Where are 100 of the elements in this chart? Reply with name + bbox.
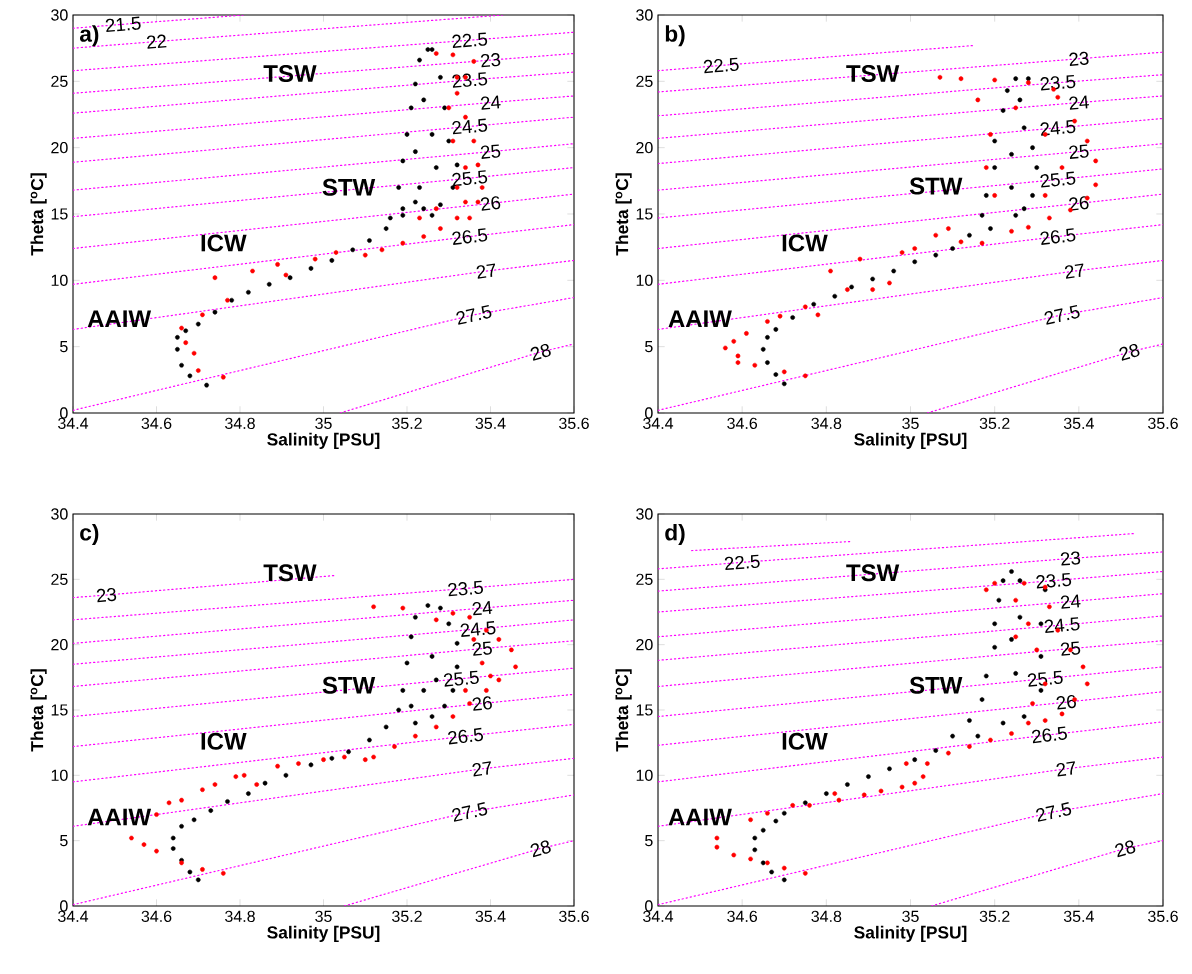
x-tick-label: 34.8 [811,417,842,430]
y-tick-label: 15 [51,208,68,220]
annotation: ICW [782,234,828,252]
y-tick-label: 0 [60,407,68,419]
x-tick-label: 35.4 [1063,910,1094,923]
y-tick-label: 15 [636,208,653,220]
x-tick-label: 34.4 [58,910,89,923]
y-tick-label: 10 [636,274,653,286]
text: 26 [472,696,492,711]
y-tick-label: 5 [60,341,68,353]
x-axis-title: Salinity [PSU] [854,432,967,449]
x-tick-label: 34.4 [643,910,674,923]
annotation: AAIW [668,808,732,826]
y-axis-title: Theta [$^{o}$C] [615,173,632,256]
text: 27.5 [1044,304,1080,325]
text: 24.5 [460,621,496,637]
text: 27 [1064,263,1084,279]
text: 25 [480,144,501,159]
text: 28 [530,343,551,361]
series-label: 22.5 [703,57,739,74]
y-tick-label: 10 [51,769,68,781]
series-label: 22.5 [724,554,760,571]
series-label: 23.5 [452,72,488,88]
series-label: 23 [96,587,117,603]
text: 26.5 [1031,726,1067,744]
text: 26 [480,196,501,211]
y-tick-label: 20 [51,639,68,651]
series-label: 21.5 [105,16,141,33]
annotation: STW [909,177,963,195]
text: 28 [530,840,551,858]
text: 28 [1115,840,1136,858]
text: 25 [1060,641,1081,656]
annotation: AAIW [87,808,152,826]
y-tick-label: 0 [645,407,653,419]
annotation: TSW [263,564,317,582]
y-tick-label: 0 [60,900,68,912]
annotation: STW [322,178,376,196]
x-tick-label: 35.4 [1063,417,1094,430]
series-label: 24 [472,601,493,616]
y-tick-label: 30 [636,9,653,21]
text: 27 [1056,761,1075,777]
x-tick-label: 35.6 [1148,417,1178,430]
x-tick-label: 35 [902,417,919,430]
text: 25 [472,641,492,656]
x-tick-label: 34.6 [141,910,172,923]
series-label: 22 [146,34,167,49]
text: 27.5 [456,304,492,325]
chart-title: b) [665,25,685,47]
text: 28 [1119,343,1140,361]
x-tick-label: 35.6 [1148,910,1178,923]
y-tick-label: 15 [51,704,68,716]
series-label: 24 [1060,594,1081,609]
y-tick-label: 0 [645,900,653,912]
y-tick-label: 20 [636,639,653,651]
chart-title: c) [80,523,99,546]
y-tick-label: 25 [636,75,653,87]
y-tick-label: 10 [636,769,653,781]
annotation: AAIW [87,310,152,327]
x-tick-label: 34.4 [643,417,674,430]
series-label: 23.5 [1040,74,1076,91]
text: 26.5 [452,228,488,245]
x-tick-label: 34.6 [727,910,758,923]
annotation: STW [322,676,376,694]
series-label: 24 [1069,95,1089,110]
y-tick-label: 5 [60,835,68,847]
y-tick-label: 30 [51,9,68,21]
text: 26.5 [448,727,484,745]
y-tick-label: 25 [636,573,653,585]
text: 26.5 [1040,228,1076,245]
x-tick-label: 34.8 [811,910,842,923]
series-label: 23.5 [448,580,483,597]
annotation: STW [909,676,963,694]
text: 25.5 [452,170,488,187]
x-tick-label: 35 [902,910,919,923]
x-tick-label: 35 [315,910,332,923]
series-label: 23 [1060,551,1081,566]
x-tick-label: 35.2 [392,910,422,923]
x-tick-label: 35.4 [475,417,506,430]
annotation: TSW [846,564,900,582]
text: 27.5 [1036,802,1072,822]
annotation: ICW [782,732,828,750]
annotation: TSW [263,64,317,82]
chart-title: d) [665,523,685,546]
text: 24.5 [452,118,488,135]
y-tick-label: 30 [636,508,653,520]
y-tick-label: 25 [51,573,68,585]
series-label: 22.5 [452,32,488,48]
text: 24.5 [1044,617,1080,633]
y-tick-label: 30 [51,508,68,520]
text: 25.5 [1027,670,1063,687]
y-tick-label: 20 [51,142,68,154]
x-tick-label: 34.8 [225,417,255,430]
y-tick-label: 5 [645,835,653,847]
x-tick-label: 35.2 [979,910,1010,923]
series-label: 23.5 [1036,572,1072,589]
y-tick-label: 20 [636,142,653,154]
x-tick-label: 35.6 [559,417,589,430]
text: 27 [472,761,491,777]
x-tick-label: 35.4 [475,910,506,923]
text: 27.5 [452,802,488,822]
